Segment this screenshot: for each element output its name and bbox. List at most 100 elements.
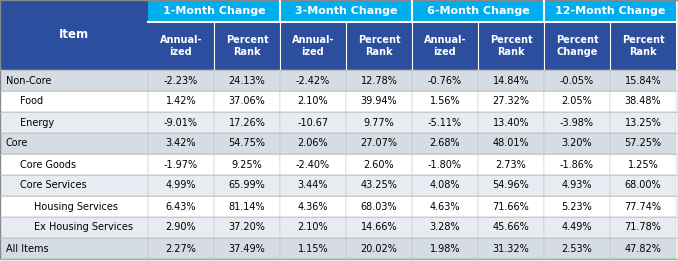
Bar [346, 91, 412, 112]
Bar [478, 70, 544, 91]
Text: 24.13%: 24.13% [228, 75, 265, 86]
Bar [280, 217, 346, 238]
Bar [478, 112, 544, 133]
Bar [214, 217, 280, 238]
Text: 9.25%: 9.25% [232, 159, 262, 169]
Text: 3-Month Change: 3-Month Change [295, 6, 397, 16]
Bar [148, 196, 214, 217]
Bar [214, 154, 280, 175]
Bar [148, 175, 214, 196]
Text: 2.68%: 2.68% [430, 139, 460, 149]
Bar [544, 112, 610, 133]
Text: 1.56%: 1.56% [430, 97, 460, 106]
Text: 6.43%: 6.43% [165, 201, 196, 211]
Bar [544, 238, 610, 259]
Bar [214, 22, 280, 70]
Text: All Items: All Items [6, 244, 49, 253]
Text: 71.66%: 71.66% [493, 201, 530, 211]
Bar [346, 133, 412, 154]
Text: Percent
Rank: Percent Rank [622, 35, 664, 57]
Bar [610, 91, 676, 112]
Text: Annual-
ized: Annual- ized [160, 35, 202, 57]
Text: -0.05%: -0.05% [560, 75, 594, 86]
Text: 4.08%: 4.08% [430, 181, 460, 191]
Bar [148, 133, 214, 154]
Bar [0, 112, 148, 133]
Text: 3.44%: 3.44% [298, 181, 328, 191]
Text: 1.42%: 1.42% [165, 97, 197, 106]
Text: 13.25%: 13.25% [624, 117, 662, 128]
Text: 54.96%: 54.96% [493, 181, 530, 191]
Text: 2.06%: 2.06% [298, 139, 328, 149]
Bar [0, 175, 148, 196]
Bar [412, 217, 478, 238]
Text: 27.07%: 27.07% [361, 139, 397, 149]
Text: 3.20%: 3.20% [561, 139, 593, 149]
Text: 1-Month Change: 1-Month Change [163, 6, 265, 16]
Bar [544, 196, 610, 217]
Text: 12.78%: 12.78% [361, 75, 397, 86]
Bar [412, 238, 478, 259]
Bar [412, 91, 478, 112]
Bar [148, 238, 214, 259]
Text: 47.82%: 47.82% [624, 244, 662, 253]
Text: 77.74%: 77.74% [624, 201, 662, 211]
Bar [610, 175, 676, 196]
Text: Core Goods: Core Goods [20, 159, 76, 169]
Bar [412, 0, 544, 22]
Text: 9.77%: 9.77% [363, 117, 395, 128]
Text: 2.73%: 2.73% [496, 159, 526, 169]
Text: Item: Item [59, 28, 89, 41]
Bar [346, 154, 412, 175]
Bar [0, 70, 148, 91]
Bar [0, 196, 148, 217]
Text: 3.28%: 3.28% [430, 222, 460, 233]
Bar [412, 154, 478, 175]
Bar [544, 217, 610, 238]
Text: -3.98%: -3.98% [560, 117, 594, 128]
Text: Food: Food [20, 97, 43, 106]
Bar [544, 133, 610, 154]
Bar [610, 70, 676, 91]
Text: -2.40%: -2.40% [296, 159, 330, 169]
Text: 2.53%: 2.53% [561, 244, 593, 253]
Bar [478, 196, 544, 217]
Bar [544, 175, 610, 196]
Text: -5.11%: -5.11% [428, 117, 462, 128]
Text: Energy: Energy [20, 117, 54, 128]
Bar [214, 133, 280, 154]
Text: 39.94%: 39.94% [361, 97, 397, 106]
Bar [412, 70, 478, 91]
Bar [478, 133, 544, 154]
Bar [148, 154, 214, 175]
Text: Percent
Rank: Percent Rank [358, 35, 400, 57]
Text: 65.99%: 65.99% [228, 181, 265, 191]
Bar [214, 91, 280, 112]
Text: 1.25%: 1.25% [628, 159, 658, 169]
Text: 15.84%: 15.84% [624, 75, 661, 86]
Text: Percent
Rank: Percent Rank [226, 35, 268, 57]
Text: Percent
Change: Percent Change [556, 35, 598, 57]
Bar [0, 238, 148, 259]
Bar [610, 196, 676, 217]
Text: 38.48%: 38.48% [624, 97, 661, 106]
Text: 5.23%: 5.23% [561, 201, 593, 211]
Bar [478, 22, 544, 70]
Bar [280, 0, 412, 22]
Text: 14.66%: 14.66% [361, 222, 397, 233]
Text: 2.60%: 2.60% [363, 159, 395, 169]
Text: Annual-
ized: Annual- ized [292, 35, 334, 57]
Bar [478, 217, 544, 238]
Text: 4.93%: 4.93% [562, 181, 593, 191]
Text: -1.97%: -1.97% [164, 159, 198, 169]
Text: -1.86%: -1.86% [560, 159, 594, 169]
Text: 4.49%: 4.49% [562, 222, 593, 233]
Text: 4.99%: 4.99% [165, 181, 196, 191]
Text: Core: Core [6, 139, 28, 149]
Bar [280, 112, 346, 133]
Bar [214, 238, 280, 259]
Bar [0, 91, 148, 112]
Text: 81.14%: 81.14% [228, 201, 265, 211]
Text: 48.01%: 48.01% [493, 139, 530, 149]
Bar [478, 238, 544, 259]
